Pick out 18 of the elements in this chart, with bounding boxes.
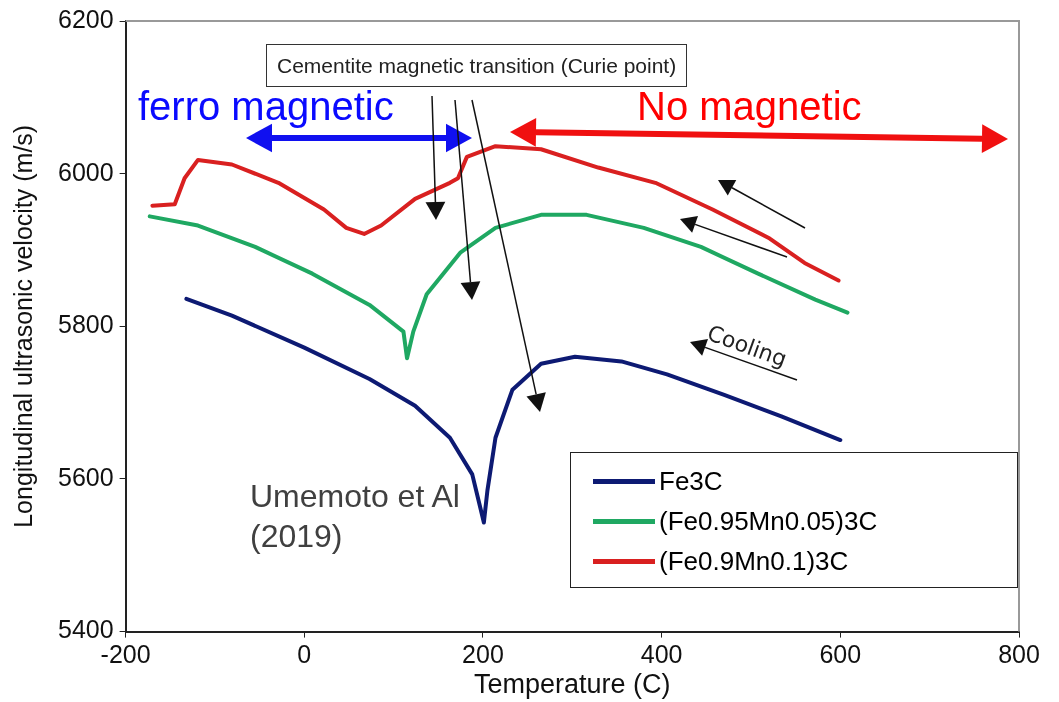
y-axis-title: Longitudinal ultrasonic velocity (m/s) [8,124,37,528]
annotation: Cementite magnetic transition (Curie point) [277,54,677,77]
x-tick-label: 800 [998,640,1040,669]
x-axis-title: Temperature (C) [474,669,671,700]
x-tick-label: 400 [640,640,683,669]
legend-label: Fe3C [659,465,723,497]
y-tick-label: 5600 [57,462,114,491]
y-tick-label: 5800 [57,310,114,339]
legend-label: (Fe0.95Mn0.05)3C [659,505,878,537]
annotation: No magnetic [637,84,862,128]
y-tick-label: 6200 [57,4,114,33]
y-tick-label: 6000 [57,157,114,186]
x-tick-label: 0 [297,640,312,669]
x-tick-label: 200 [462,640,504,669]
annotation: ferro magnetic [138,84,394,128]
x-tick-label: 600 [819,640,862,669]
legend-label: (Fe0.9Mn0.1)3C [659,545,849,577]
annotation: Umemoto et Al (2019) [250,477,461,556]
